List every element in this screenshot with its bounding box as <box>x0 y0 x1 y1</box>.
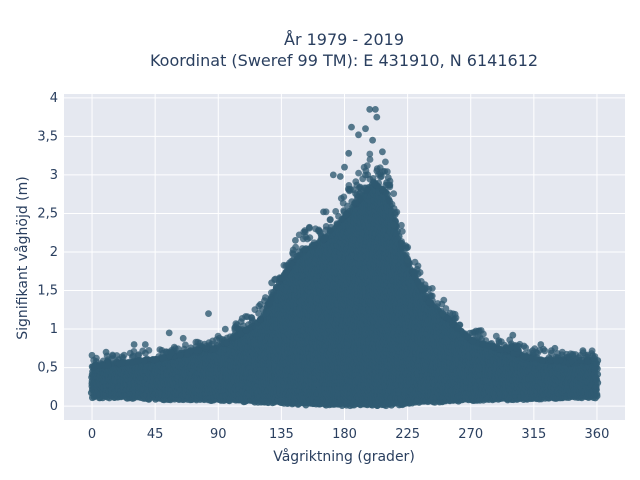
chart-title-line-2: Koordinat (Sweref 99 TM): E 431910, N 61… <box>150 51 538 70</box>
chart-title-line-1: År 1979 - 2019 <box>284 30 404 49</box>
points-layer <box>87 106 602 410</box>
